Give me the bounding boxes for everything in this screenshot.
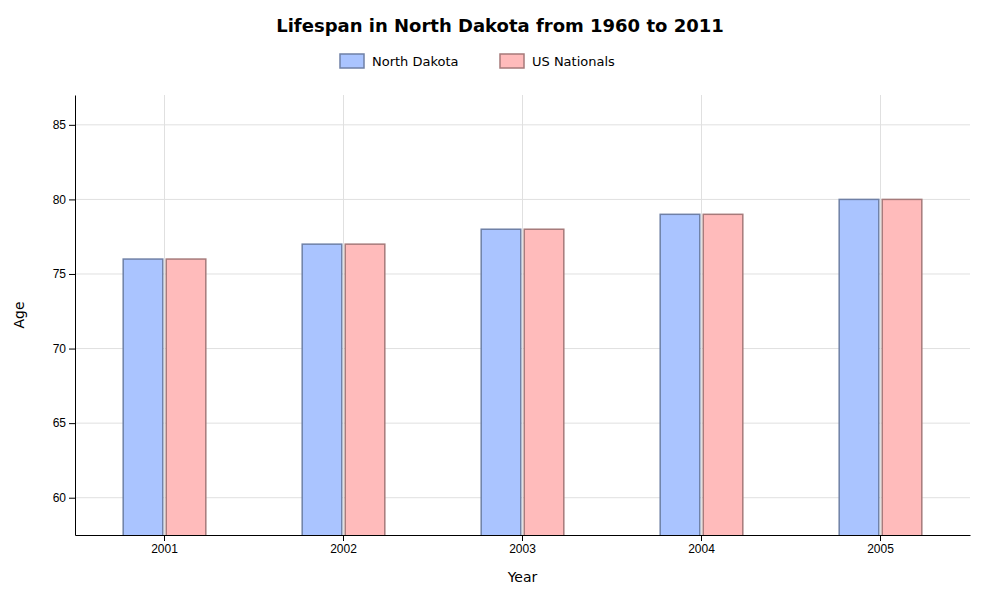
grid-line-x: [164, 95, 165, 535]
x-tick-label: 2003: [509, 542, 536, 556]
y-tick: 70: [53, 342, 75, 356]
title: Lifespan in North Dakota from 1960 to 20…: [276, 15, 724, 36]
y-tick-mark: [69, 423, 75, 424]
y-tick-mark: [69, 125, 75, 126]
y-axis-line: [75, 96, 76, 536]
bars: [123, 199, 922, 535]
x-tick-label: 2005: [867, 542, 894, 556]
x-tick: 2005: [867, 535, 894, 556]
x-axis-title: Year: [507, 569, 538, 585]
grid-line-x: [343, 95, 344, 535]
bar: [524, 229, 564, 535]
y-tick: 85: [53, 118, 75, 132]
y-tick-label: 65: [53, 416, 67, 430]
bar-series: [166, 199, 922, 535]
x-tick-mark: [164, 535, 165, 541]
bar: [302, 244, 342, 535]
bar: [166, 259, 206, 535]
legend-label: North Dakota: [372, 54, 459, 69]
y-tick-label: 60: [53, 491, 67, 505]
x-tick-label: 2001: [151, 542, 178, 556]
x-tick-label: 2004: [688, 542, 715, 556]
x-tick: 2004: [688, 535, 715, 556]
x-tick-mark: [343, 535, 344, 541]
legend-label: US Nationals: [532, 54, 615, 69]
y-axis: 60 65 70 75 80 85: [53, 96, 76, 536]
x-tick: 2003: [509, 535, 536, 556]
grid: [75, 95, 970, 535]
bar: [703, 214, 743, 535]
legend-item: North Dakota: [340, 54, 459, 69]
chart: 2001 2002 2003 2004 2005 60 65 70 75 80 85 Year Age L…: [0, 0, 1000, 600]
y-tick-mark: [69, 274, 75, 275]
y-tick-label: 75: [53, 267, 67, 281]
x-tick-mark: [880, 535, 881, 541]
grid-line-x: [522, 95, 523, 535]
x-axis: 2001 2002 2003 2004 2005: [76, 535, 971, 556]
y-tick-mark: [69, 498, 75, 499]
x-tick-label: 2002: [330, 542, 357, 556]
y-axis-title: Age: [11, 301, 27, 328]
bar-series: [123, 199, 879, 535]
bar: [882, 199, 922, 535]
y-tick-label: 80: [53, 193, 67, 207]
y-tick-mark: [69, 199, 75, 200]
y-tick: 60: [53, 491, 75, 505]
legend: North Dakota US Nationals: [340, 54, 615, 69]
x-tick-mark: [522, 535, 523, 541]
y-tick: 80: [53, 193, 75, 207]
plot: 2001 2002 2003 2004 2005 60 65 70 75 80 85: [53, 95, 971, 600]
grid-line-x: [880, 95, 881, 535]
grid-line-x: [701, 95, 702, 535]
y-tick-label: 85: [53, 118, 67, 132]
y-tick-mark: [69, 349, 75, 350]
y-tick: 65: [53, 416, 75, 430]
bar: [839, 199, 879, 535]
x-tick: 2001: [151, 535, 178, 556]
x-tick-mark: [701, 535, 702, 541]
legend-item: US Nationals: [500, 54, 615, 69]
legend-swatch: [340, 54, 364, 68]
bar: [481, 229, 521, 535]
bar: [123, 259, 163, 535]
y-tick-label: 70: [53, 342, 67, 356]
legend-swatch: [500, 54, 524, 68]
bar: [660, 214, 700, 535]
x-tick: 2002: [330, 535, 357, 556]
y-tick: 75: [53, 267, 75, 281]
bar: [345, 244, 385, 535]
